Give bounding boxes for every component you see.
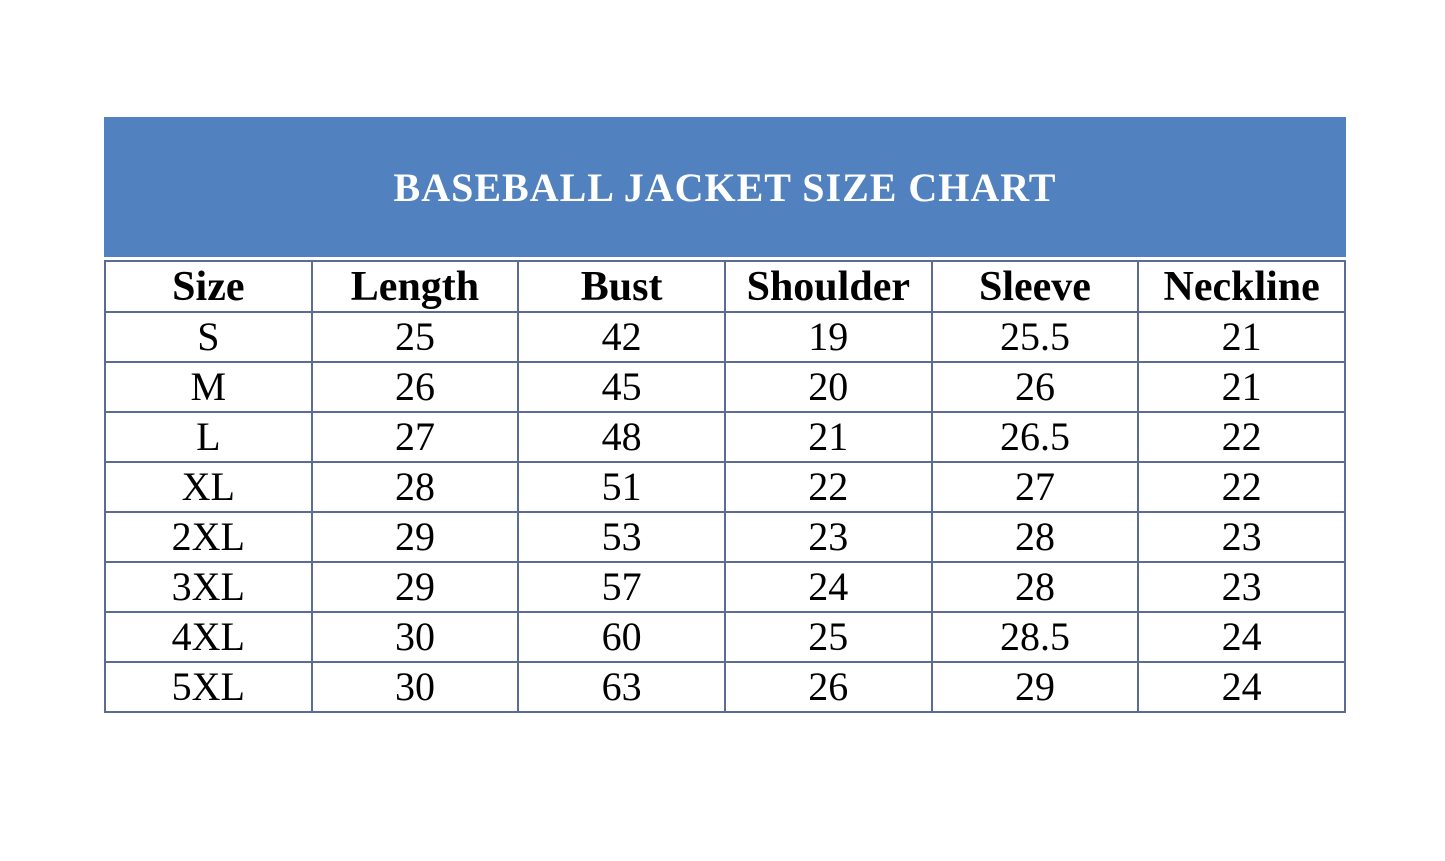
measurement-cell: 28 [310,461,520,513]
measurement-cell: 53 [517,511,726,563]
measurement-cell: 23 [1137,561,1346,613]
measurement-cell: 30 [310,611,520,663]
measurement-cell: 30 [310,661,520,713]
measurement-cell: 26 [310,361,520,413]
size-label-cell: L [104,411,313,463]
header-row: Size Length Bust Shoulder Sleeve Neckline [104,260,1346,313]
measurement-cell: 29 [930,661,1140,713]
size-label-cell: M [104,361,313,413]
measurement-cell: 28.5 [930,611,1140,663]
table-row-5xl: 5XL 30 63 26 29 24 [104,661,1346,713]
measurement-cell: 24 [723,561,933,613]
size-label-cell: 3XL [104,561,313,613]
measurement-cell: 22 [1137,461,1346,513]
measurement-cell: 48 [517,411,726,463]
measurement-cell: 23 [1137,511,1346,563]
measurement-cell: 63 [517,661,726,713]
measurement-cell: 42 [517,311,726,363]
measurement-cell: 19 [723,311,933,363]
measurement-cell: 24 [1137,661,1346,713]
measurement-cell: 22 [1137,411,1346,463]
measurement-cell: 25.5 [930,311,1140,363]
measurement-cell: 25 [310,311,520,363]
size-chart: BASEBALL JACKET SIZE CHART Size Length Bus… [104,117,1346,713]
measurement-cell: 26 [723,661,933,713]
measurement-cell: 23 [723,511,933,563]
measurement-cell: 29 [310,511,520,563]
column-header-sleeve: Sleeve [930,260,1140,313]
measurement-cell: 45 [517,361,726,413]
table-row-3xl: 3XL 29 57 24 28 23 [104,561,1346,613]
table-row-m: M 26 45 20 26 21 [104,361,1346,413]
measurement-cell: 20 [723,361,933,413]
chart-title-banner: BASEBALL JACKET SIZE CHART [104,117,1346,257]
measurement-cell: 28 [930,561,1140,613]
chart-title: BASEBALL JACKET SIZE CHART [393,164,1057,210]
measurement-cell: 57 [517,561,726,613]
measurement-cell: 27 [310,411,520,463]
measurement-cell: 21 [1137,311,1346,363]
size-label-cell: 4XL [104,611,313,663]
measurement-cell: 27 [930,461,1140,513]
measurement-cell: 28 [930,511,1140,563]
measurement-cell: 26 [930,361,1140,413]
measurement-cell: 24 [1137,611,1346,663]
column-header-neckline: Neckline [1137,260,1346,313]
table-body: S 25 42 19 25.5 21 M 26 45 20 26 21 L 27 48 21 26.5 22 XL 2… [104,311,1346,713]
size-label-cell: 2XL [104,511,313,563]
table-row-xl: XL 28 51 22 27 22 [104,461,1346,513]
table-row-4xl: 4XL 30 60 25 28.5 24 [104,611,1346,663]
measurement-cell: 60 [517,611,726,663]
measurement-cell: 21 [1137,361,1346,413]
measurement-cell: 22 [723,461,933,513]
size-label-cell: XL [104,461,313,513]
measurement-cell: 29 [310,561,520,613]
column-header-size: Size [104,260,313,313]
table-header: Size Length Bust Shoulder Sleeve Neckline [104,260,1346,313]
size-label-cell: 5XL [104,661,313,713]
measurement-cell: 51 [517,461,726,513]
column-header-length: Length [310,260,520,313]
table-row-s: S 25 42 19 25.5 21 [104,311,1346,363]
column-header-shoulder: Shoulder [723,260,933,313]
measurement-cell: 21 [723,411,933,463]
table-row-2xl: 2XL 29 53 23 28 23 [104,511,1346,563]
size-table: Size Length Bust Shoulder Sleeve Neckline S 25… [104,260,1346,713]
measurement-cell: 25 [723,611,933,663]
column-header-bust: Bust [517,260,726,313]
size-label-cell: S [104,311,313,363]
measurement-cell: 26.5 [930,411,1140,463]
table-row-l: L 27 48 21 26.5 22 [104,411,1346,463]
